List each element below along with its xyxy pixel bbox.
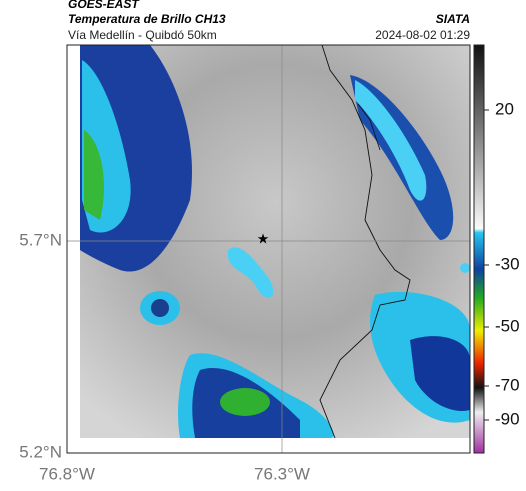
cloud bbox=[220, 388, 270, 416]
cloud bbox=[355, 80, 427, 201]
border bbox=[357, 103, 381, 151]
colorbar-label: 20 bbox=[495, 99, 514, 118]
map: ★ 5.7°N 5.2°N 76.8°W 76.3°W bbox=[19, 44, 471, 483]
timestamp: 2024-08-02 01:29 bbox=[375, 28, 470, 42]
location-marker: ★ bbox=[257, 231, 270, 247]
border bbox=[319, 44, 411, 439]
title: Temperatura de Brillo CH13 bbox=[68, 12, 226, 26]
header: GOES-EAST Temperatura de Brillo CH13 SIA… bbox=[68, 0, 470, 42]
colorbar-label: -70 bbox=[495, 375, 520, 394]
lat-label: 5.7°N bbox=[19, 230, 62, 249]
source: GOES-EAST bbox=[68, 0, 140, 11]
colorbar: 20 -30 -50 -70 -90 bbox=[473, 44, 520, 454]
cloud bbox=[84, 130, 105, 220]
colorbar-label: -30 bbox=[495, 254, 520, 273]
subtitle: Vía Medellín - Quibdó 50km bbox=[68, 28, 217, 42]
cloud bbox=[151, 299, 169, 317]
org: SIATA bbox=[436, 12, 470, 26]
colorbar-scale bbox=[473, 44, 485, 454]
lat-label: 5.2°N bbox=[19, 442, 62, 461]
colorbar-label: -50 bbox=[495, 316, 520, 335]
lon-label: 76.8°W bbox=[39, 464, 95, 483]
map-border bbox=[66, 44, 471, 454]
cloud bbox=[460, 263, 470, 273]
lon-label: 76.3°W bbox=[254, 464, 310, 483]
colorbar-label: -90 bbox=[495, 409, 520, 428]
cloud bbox=[410, 336, 470, 411]
cloud bbox=[227, 247, 274, 298]
